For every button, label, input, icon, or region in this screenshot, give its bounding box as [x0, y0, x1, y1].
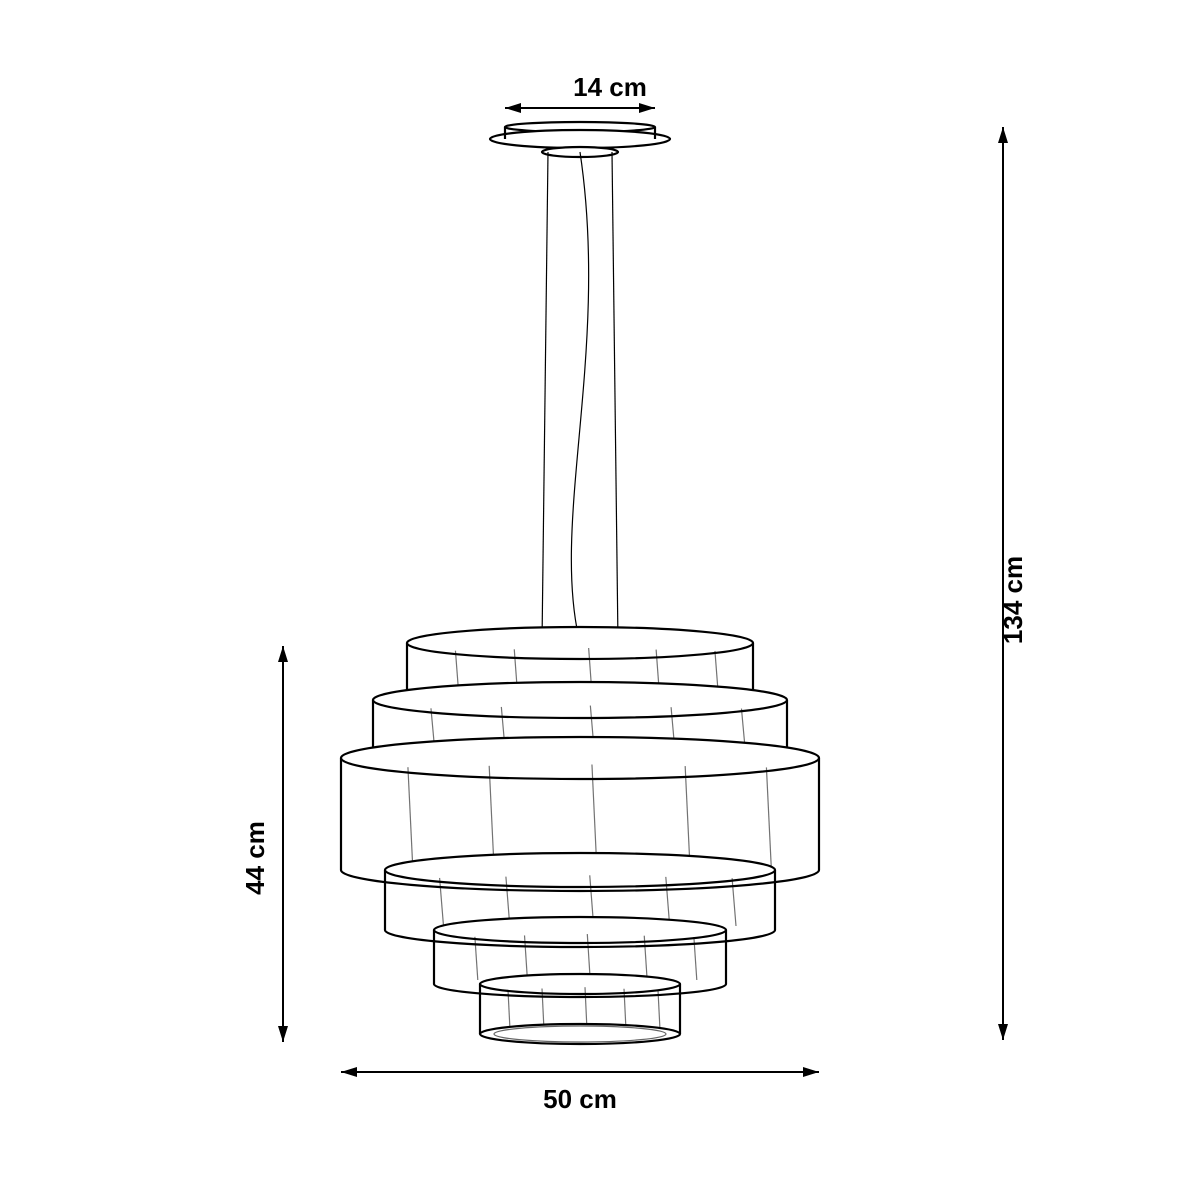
dim-label: 14 cm	[573, 72, 647, 102]
canopy-rim	[490, 130, 670, 148]
ring-bottom-open	[480, 1024, 680, 1044]
dim-label: 44 cm	[240, 821, 270, 895]
ring-top	[407, 627, 753, 659]
ring-top	[434, 917, 726, 943]
ring-top	[385, 853, 775, 887]
ring-top	[341, 737, 819, 779]
ring-top	[480, 974, 680, 994]
dim-label: 134 cm	[998, 556, 1028, 644]
ring-top	[373, 682, 787, 718]
dim-label: 50 cm	[543, 1084, 617, 1114]
technical-drawing: 14 cm 134 cm 44 cm 50 cm	[0, 0, 1200, 1200]
